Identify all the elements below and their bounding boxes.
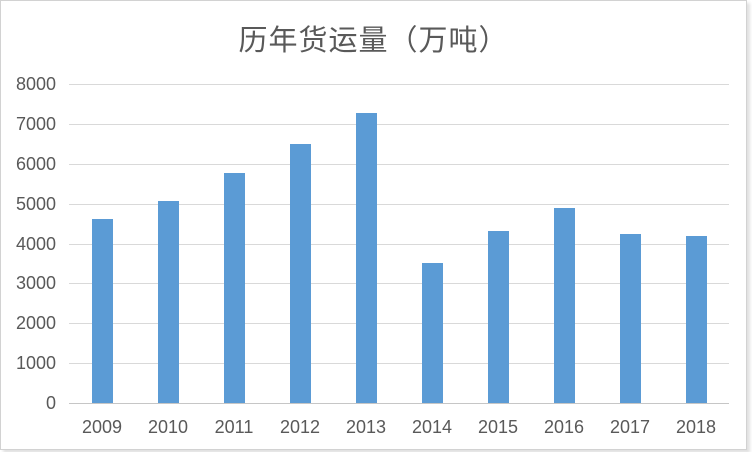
y-tick-label: 5000 <box>15 194 56 214</box>
chart-title: 历年货运量（万吨） <box>238 25 509 57</box>
y-tick-label: 3000 <box>15 273 56 293</box>
bar-2016 <box>554 208 575 403</box>
bar-2009 <box>92 219 113 403</box>
x-tick-label: 2011 <box>214 417 254 437</box>
gridline <box>69 244 729 245</box>
bar-2013 <box>356 113 377 403</box>
x-axis-line <box>69 403 729 404</box>
gridline <box>69 283 729 284</box>
x-tick-label: 2014 <box>411 417 453 437</box>
y-tick-label: 4000 <box>15 234 56 254</box>
y-tick-label: 7000 <box>15 114 56 134</box>
y-tick-label: 1000 <box>15 353 56 373</box>
gridline <box>69 204 729 205</box>
bar-2015 <box>488 231 509 403</box>
y-tick-label: 6000 <box>15 154 56 174</box>
x-tick-label: 2010 <box>147 417 189 437</box>
x-tick-label: 2013 <box>345 417 387 437</box>
y-tick-label: 0 <box>45 393 56 413</box>
x-tick-label: 2016 <box>543 417 585 437</box>
bar-2010 <box>158 201 179 403</box>
bar-2014 <box>422 263 443 403</box>
y-tick-label: 2000 <box>15 313 56 333</box>
bar-2017 <box>620 234 641 403</box>
gridline <box>69 124 729 125</box>
y-tick-label: 8000 <box>15 74 56 94</box>
x-tick-label: 2012 <box>279 417 321 437</box>
x-tick-label: 2009 <box>81 417 123 437</box>
gridline <box>69 164 729 165</box>
x-tick-label: 2015 <box>477 417 519 437</box>
x-tick-label: 2018 <box>675 417 717 437</box>
bar-2018 <box>686 236 707 403</box>
bar-2012 <box>290 144 311 403</box>
x-tick-label: 2017 <box>609 417 651 437</box>
bar-2011 <box>224 173 245 403</box>
gridline <box>69 323 729 324</box>
gridline <box>69 363 729 364</box>
gridline <box>69 84 729 85</box>
